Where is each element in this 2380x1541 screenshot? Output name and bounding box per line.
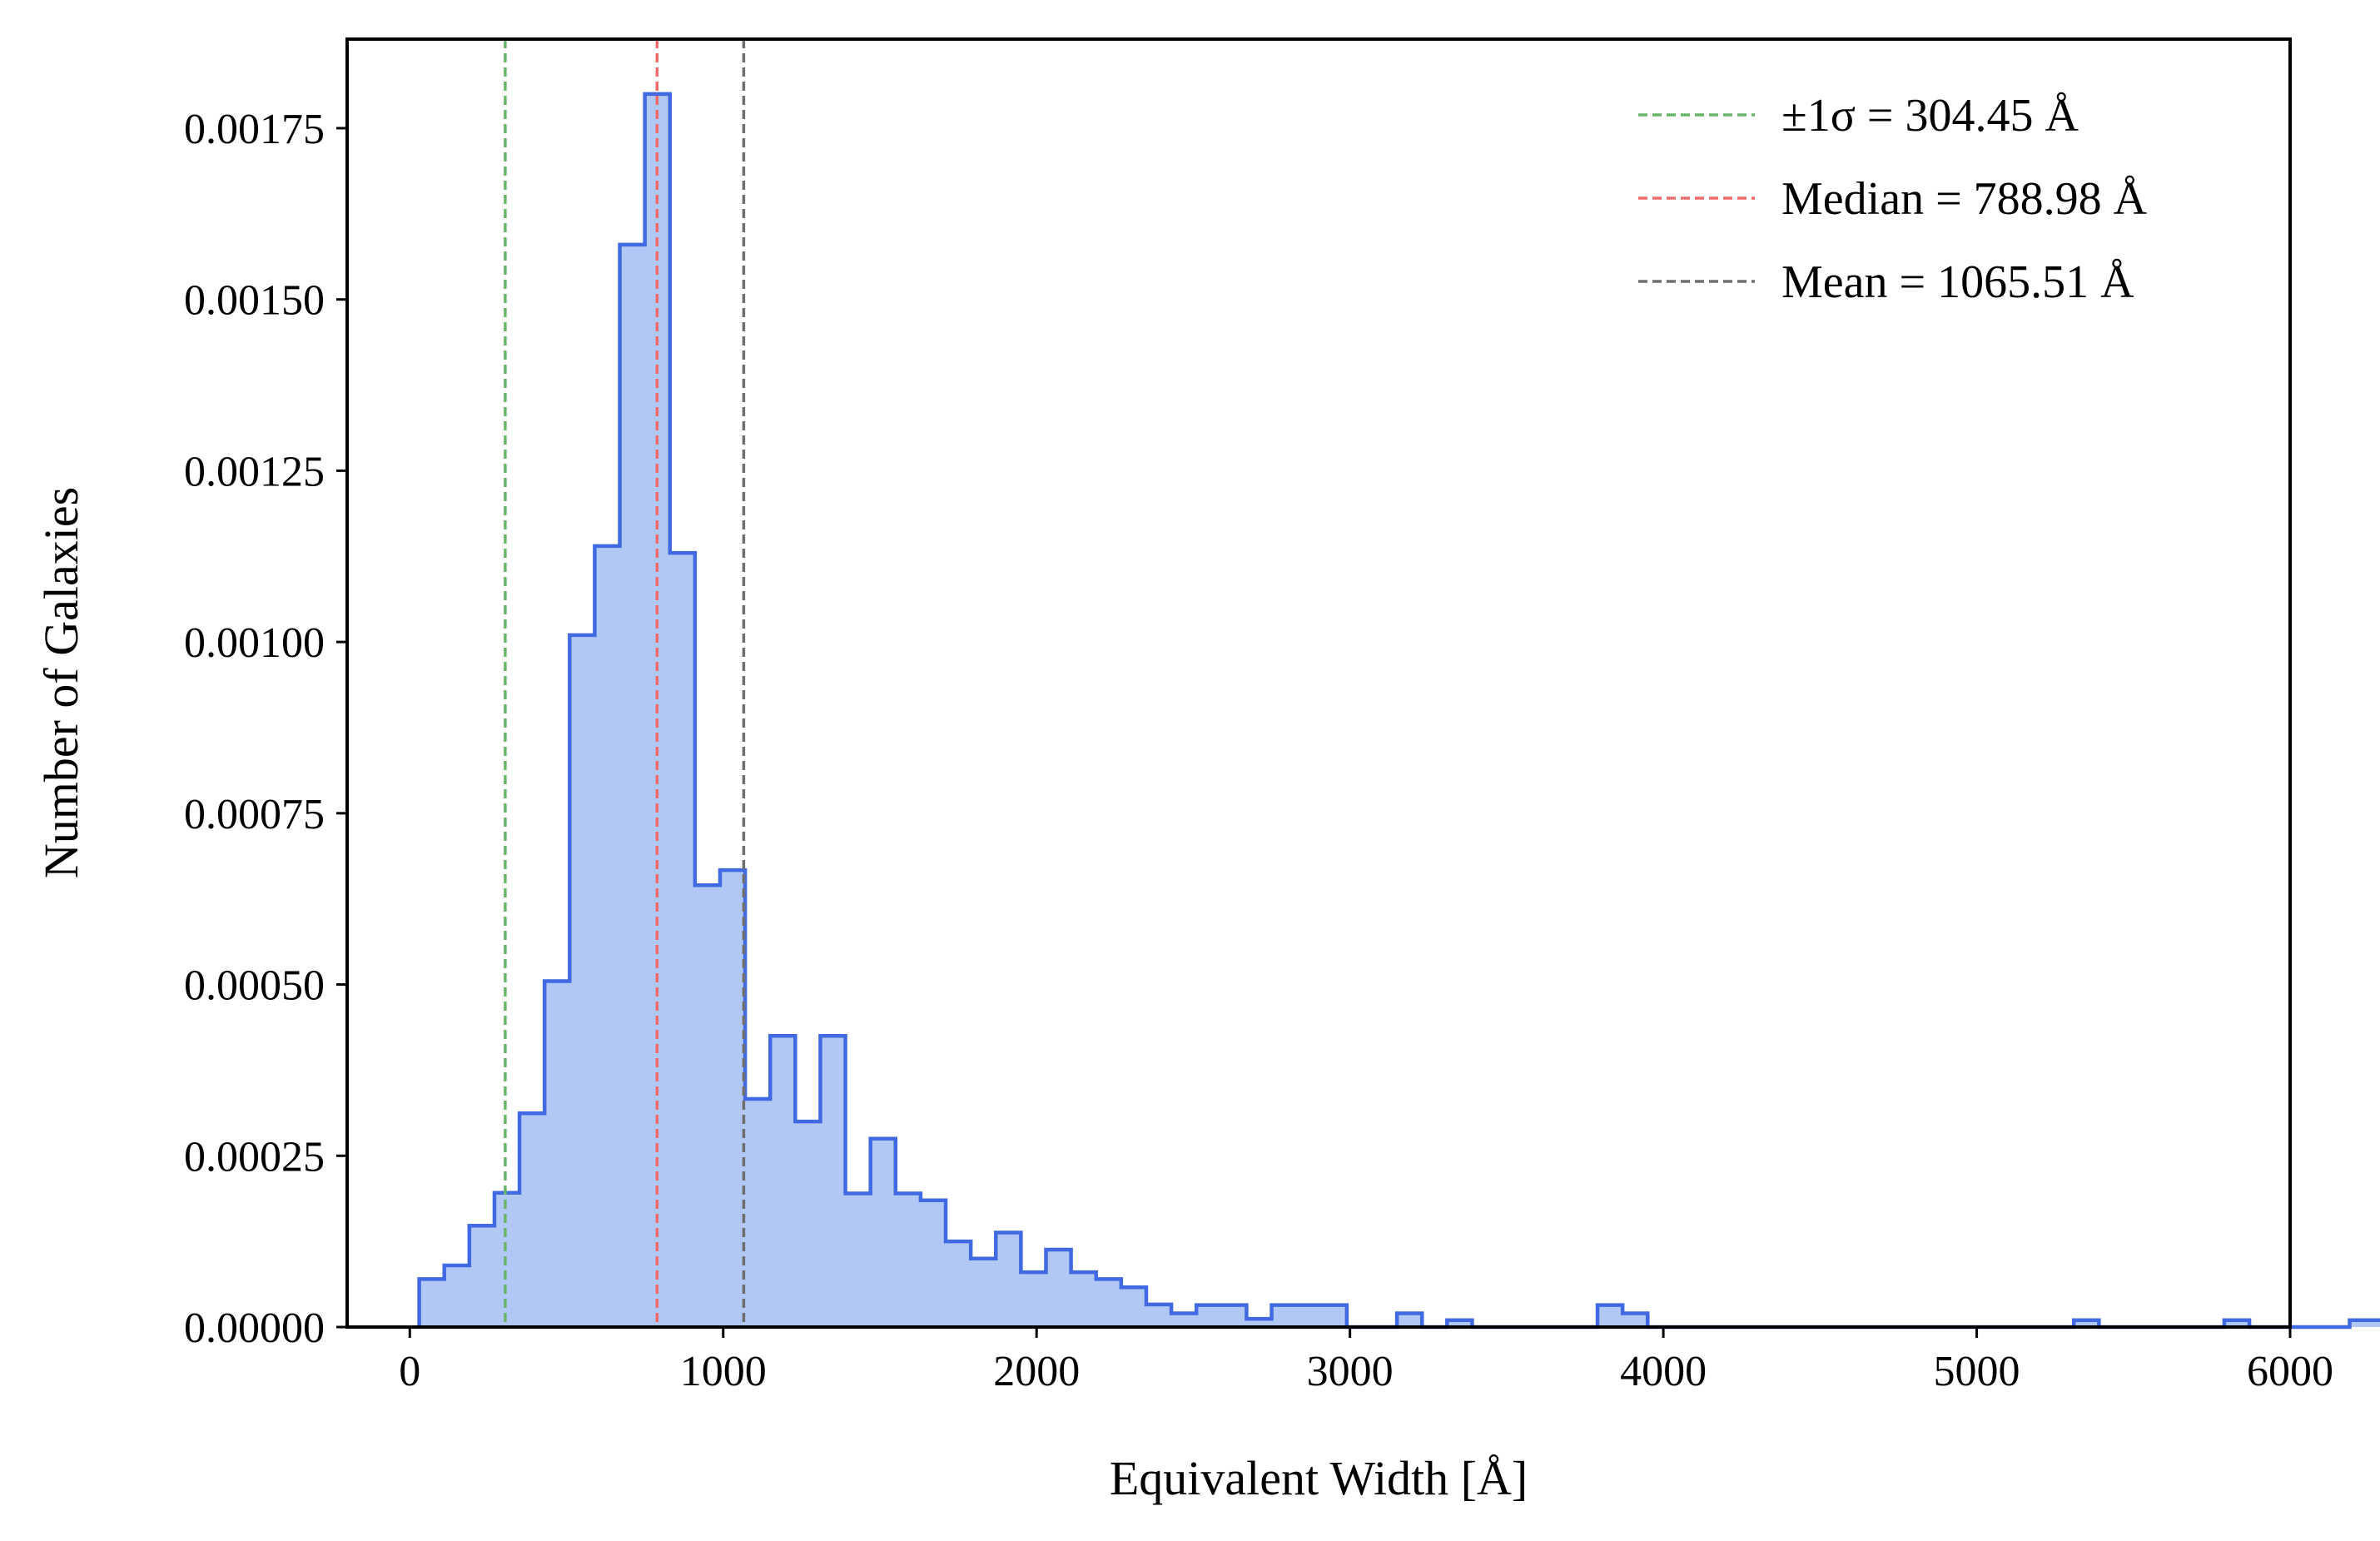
histogram-bar: [870, 1138, 897, 1327]
x-axis: 0 1000 2000 3000 4000 5000 6000: [399, 1327, 2333, 1395]
histogram-bar: [2349, 1320, 2376, 1327]
reference-lines: [504, 39, 746, 1327]
histogram-bar: [745, 1098, 771, 1327]
histogram-bar: [719, 870, 746, 1327]
histogram-bar: [419, 1279, 445, 1327]
histogram-bar: [971, 1258, 996, 1327]
x-tick-label: 4000: [1620, 1348, 1707, 1395]
histogram-bar: [1296, 1305, 1323, 1327]
histogram-bar: [1171, 1313, 1197, 1327]
histogram-bar: [1321, 1305, 1348, 1327]
x-axis-label: Equivalent Width [Å]: [1110, 1451, 1528, 1505]
histogram-bar: [2374, 1320, 2380, 1327]
y-tick-label: 0.00050: [184, 962, 325, 1010]
y-tick-label: 0.00100: [184, 619, 325, 667]
x-tick-label: 1000: [680, 1348, 767, 1395]
histogram-bar: [2223, 1320, 2250, 1327]
histogram-bar: [1196, 1305, 1222, 1327]
histogram-bar: [920, 1200, 947, 1327]
histogram-bar: [1021, 1272, 1047, 1327]
histogram-bar: [795, 1121, 822, 1327]
y-tick-label: 0.00175: [184, 106, 325, 153]
legend: ±1σ = 304.45 Å Median = 788.98 Å Mean = 10…: [1638, 90, 2148, 308]
histogram-bar: [444, 1265, 470, 1327]
legend-label: ±1σ = 304.45 Å: [1781, 90, 2079, 142]
legend-label: Median = 788.98 Å: [1781, 173, 2148, 225]
x-tick-label: 3000: [1307, 1348, 1394, 1395]
histogram-bar: [2074, 1320, 2099, 1327]
y-tick-label: 0.00150: [184, 277, 325, 325]
histogram-bar: [619, 244, 646, 1327]
histogram-bar: [845, 1193, 872, 1327]
histogram-bar: [669, 553, 696, 1327]
histogram-bar: [1597, 1305, 1623, 1327]
histogram-bar: [1271, 1305, 1298, 1327]
histogram-bar: [1096, 1279, 1122, 1327]
histogram-bar: [494, 1192, 520, 1327]
x-tick-label: 0: [399, 1348, 420, 1395]
x-tick-label: 2000: [993, 1348, 1080, 1395]
histogram-bar: [519, 1113, 545, 1327]
histogram-bar: [1120, 1287, 1147, 1327]
histogram-bar: [996, 1232, 1021, 1327]
histogram-bar: [469, 1225, 495, 1327]
histogram-bar: [770, 1036, 796, 1327]
axes-frame: [345, 37, 2292, 1329]
histogram-bar: [1071, 1272, 1097, 1327]
histogram-bar: [1622, 1313, 1648, 1327]
y-tick-label: 0.00075: [184, 791, 325, 838]
y-tick-label: 0.00125: [184, 448, 325, 495]
y-tick-label: 0.00025: [184, 1133, 325, 1181]
histogram-bar: [569, 634, 595, 1327]
histogram-bar: [1145, 1304, 1172, 1327]
histogram-bar: [820, 1036, 847, 1327]
histogram-bar: [1221, 1305, 1248, 1327]
y-axis-label: Number of Galaxies: [34, 487, 88, 878]
histogram-bar: [1046, 1250, 1072, 1327]
histogram-bar: [946, 1241, 971, 1327]
legend-label: Mean = 1065.51 Å: [1781, 256, 2134, 308]
y-tick-label: 0.00000: [184, 1305, 325, 1352]
histogram-bar: [1447, 1320, 1473, 1327]
x-tick-label: 6000: [2247, 1348, 2333, 1395]
histogram-bar: [1397, 1313, 1423, 1327]
y-axis: 0.00000 0.00025 0.00050 0.00075 0.00100 0.001…: [184, 106, 347, 1352]
histogram-bar: [594, 545, 621, 1327]
histogram-bar: [1246, 1319, 1273, 1327]
x-tick-label: 5000: [1934, 1348, 2020, 1395]
histogram-bar: [895, 1193, 922, 1327]
histogram-bar: [544, 981, 570, 1327]
histogram-bar: [694, 885, 721, 1327]
